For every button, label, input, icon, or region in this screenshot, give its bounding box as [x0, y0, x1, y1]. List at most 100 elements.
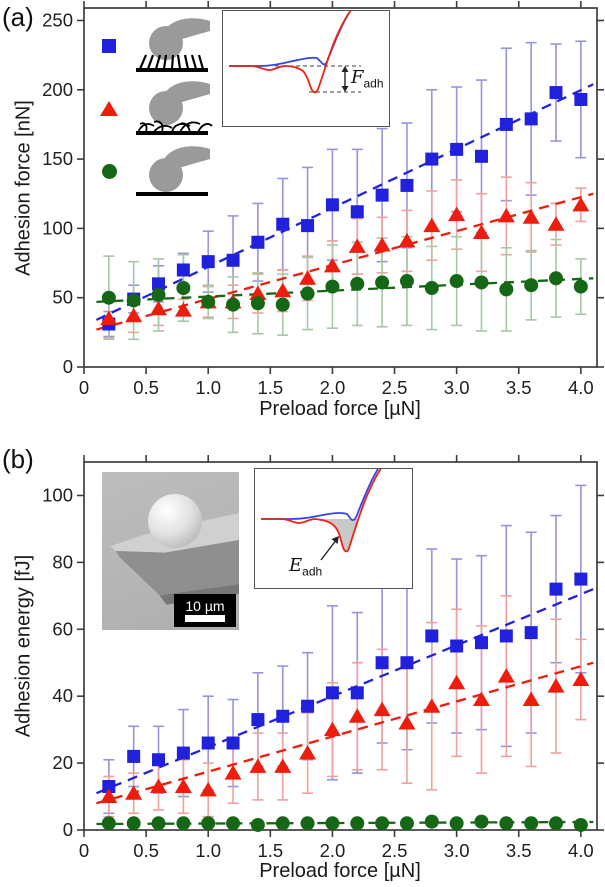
data-point-triangle: [522, 691, 540, 707]
data-point-circle: [275, 816, 290, 831]
data-point-square: [450, 142, 464, 156]
data-point-square: [524, 626, 538, 640]
eadh-label: Eadh: [289, 555, 323, 579]
fadh-label: Fadh: [351, 67, 384, 91]
data-point-square: [325, 686, 339, 700]
data-point-square: [251, 235, 265, 249]
data-point-circle: [176, 280, 191, 295]
data-point-square: [375, 656, 389, 670]
x-tick-label: 1.0: [195, 377, 221, 398]
fadh-arrow: [341, 66, 349, 92]
data-point-triangle: [100, 788, 118, 804]
data-point-square: [350, 686, 364, 700]
data-point-square: [400, 656, 414, 670]
y-tick-label: 250: [42, 9, 73, 30]
legend-item-flat-substrate: [94, 140, 214, 203]
data-point-square: [152, 277, 166, 291]
y-tick-label: 150: [42, 148, 73, 169]
axes-box: [83, 461, 598, 831]
retract-curve-red: [229, 8, 353, 94]
x-tick-label: 3.5: [506, 840, 532, 861]
legend-item-tangled-fibers: [94, 77, 214, 140]
data-point-triangle: [448, 674, 466, 690]
x-tick-label: 3.5: [506, 377, 532, 398]
panel-b-ylabel: Adhesion energy [fJ]: [12, 554, 35, 738]
scale-bar: [185, 615, 225, 622]
data-point-square: [574, 572, 588, 586]
data-point-triangle: [199, 781, 217, 797]
data-point-circle: [325, 279, 340, 294]
data-point-circle: [499, 816, 514, 831]
data-point-square: [474, 149, 488, 163]
data-point-circle: [325, 816, 340, 831]
data-point-triangle: [150, 778, 168, 794]
data-point-square: [152, 753, 166, 767]
data-point-circle: [151, 816, 166, 831]
x-tick-label: 4.0: [568, 840, 594, 861]
trend-line-circle: [96, 820, 594, 826]
data-point-triangle: [497, 668, 515, 683]
data-point-triangle: [125, 307, 143, 323]
data-point-triangle: [448, 206, 466, 222]
data-point-circle: [524, 278, 539, 293]
data-point-square: [102, 780, 116, 794]
data-point-circle: [300, 286, 315, 301]
data-point-triangle: [274, 282, 292, 298]
x-tick-label: 1.5: [257, 377, 283, 398]
glued-microsphere: [148, 494, 202, 548]
data-point-square: [301, 219, 315, 233]
y-tick-label: 40: [52, 685, 73, 706]
data-point-triangle: [299, 270, 317, 285]
data-point-circle: [126, 293, 141, 308]
y-tick-label: 100: [42, 484, 73, 505]
data-point-circle: [275, 297, 290, 312]
data-point-circle: [524, 816, 539, 831]
data-point-triangle: [100, 310, 118, 325]
data-point-circle: [300, 816, 315, 831]
data-point-circle: [226, 297, 241, 312]
sphere-on-flat-substrate-icon: [136, 145, 210, 196]
y-tick-label: 50: [52, 287, 73, 308]
sphere-on-fiber-array-icon: [136, 17, 210, 72]
retract-curve-red: [261, 466, 383, 553]
trend-line-triangle: [96, 192, 594, 331]
data-point-square: [425, 152, 439, 166]
data-point-square: [325, 198, 339, 212]
data-point-circle: [399, 816, 414, 831]
data-point-square: [549, 582, 563, 596]
data-point-triangle: [572, 196, 590, 212]
data-point-circle: [101, 290, 116, 305]
data-point-triangle: [249, 758, 267, 773]
data-point-square: [499, 117, 513, 131]
data-point-triangle: [174, 778, 192, 794]
panel-a-letter: (a): [2, 2, 34, 32]
data-point-circle: [424, 814, 439, 829]
x-tick-label: 1.5: [257, 840, 283, 861]
data-point-circle: [549, 816, 564, 831]
data-point-circle: [424, 280, 439, 295]
data-point-triangle: [547, 216, 565, 231]
data-point-circle: [474, 814, 489, 829]
data-point-circle: [201, 816, 216, 831]
data-point-circle: [375, 816, 390, 831]
y-tick-label: 80: [52, 551, 73, 572]
data-point-circle: [350, 816, 365, 831]
data-point-square: [574, 92, 588, 106]
trend-line-square: [95, 83, 594, 321]
data-point-circle: [226, 816, 241, 831]
inset-energy-curve-b: Eadh: [254, 466, 413, 589]
data-point-circle: [151, 287, 166, 302]
data-point-triangle: [472, 691, 490, 707]
data-point-triangle: [373, 701, 391, 717]
y-tick-label: 20: [52, 752, 73, 773]
data-point-square: [226, 253, 240, 267]
y-tick-label: 100: [42, 217, 73, 238]
data-point-triangle: [299, 745, 317, 760]
trend-line-circle: [96, 277, 594, 304]
scale-bar-box: 10 µm: [174, 594, 236, 627]
panel-a-xlabel: Preload force [µN]: [259, 398, 421, 420]
data-point-triangle: [125, 785, 143, 800]
x-tick-label: 0: [79, 840, 89, 861]
